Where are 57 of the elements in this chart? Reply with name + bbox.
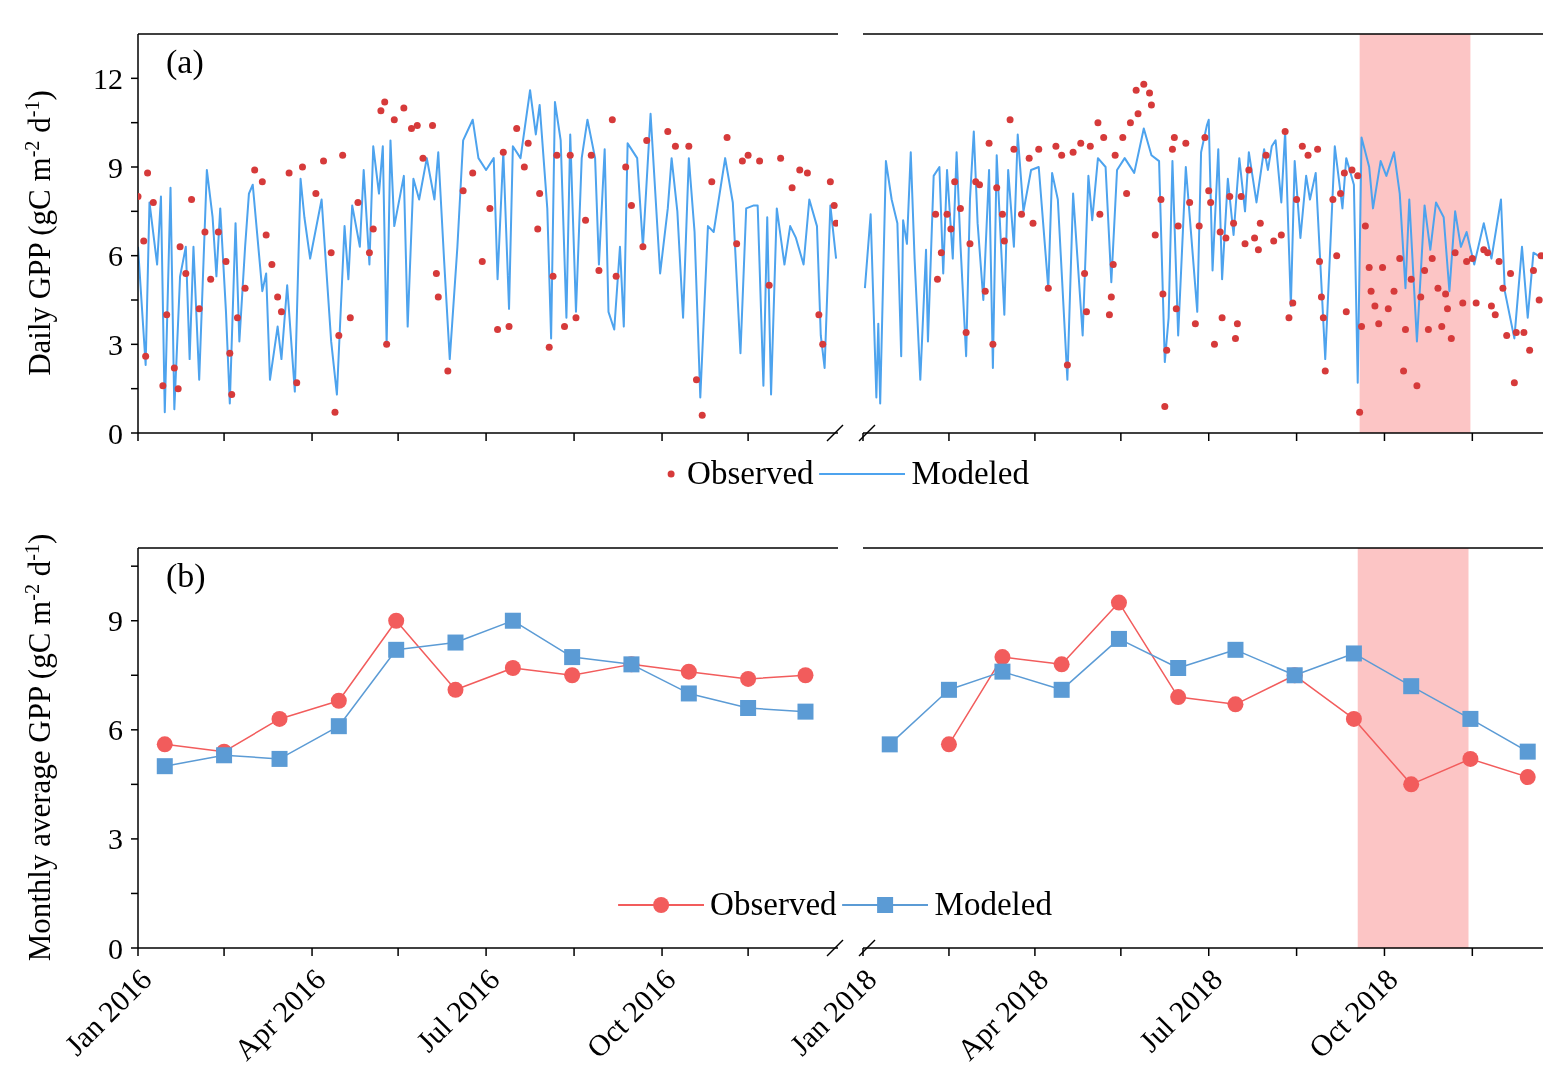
y-tick-label: 9 [108,604,123,638]
point [680,663,697,680]
point [797,667,814,684]
point [797,703,814,720]
point [1053,656,1070,673]
point [1462,710,1479,727]
point [1053,681,1070,698]
legend-label: Modeled [911,455,1029,492]
y-tick-label: 3 [108,822,123,856]
point [940,681,957,698]
point [388,641,405,658]
legend-label: Modeled [934,886,1052,923]
point [940,736,957,753]
point [504,612,521,629]
point [1170,660,1187,676]
point [1519,769,1536,786]
legend-label: Observed [687,455,814,492]
y-tick-label: 3 [108,327,123,361]
point [156,758,173,775]
point [1462,750,1479,767]
point [740,670,757,687]
point [1170,689,1187,706]
point [1110,630,1127,647]
point [564,667,581,684]
point [994,663,1011,680]
point [1519,743,1536,760]
y-tick-label: 0 [108,416,123,450]
point [216,747,233,764]
point [740,700,757,716]
point [1403,776,1420,793]
point [271,710,288,727]
point [271,750,288,767]
point [994,649,1011,666]
point [156,736,173,753]
point [388,612,405,629]
point [1345,645,1362,662]
y-tick-label: 6 [108,239,123,273]
point [1345,710,1362,727]
y-tick-label: 9 [108,150,123,184]
point [680,685,697,702]
point [564,649,581,666]
legend-label: Observed [710,886,837,923]
y-tick-label: 0 [108,931,123,965]
point [1403,678,1420,695]
point [330,718,347,735]
point [1110,594,1127,611]
point [447,681,464,698]
chart-title: (b) [166,557,206,594]
point [447,634,464,651]
point [881,736,898,753]
y-tick-label: 12 [93,61,123,95]
y-tick-label: 6 [108,713,123,747]
point [1227,696,1244,713]
point [330,692,347,709]
point [1227,641,1244,658]
chart-title: (a) [166,43,204,80]
point [504,660,521,676]
